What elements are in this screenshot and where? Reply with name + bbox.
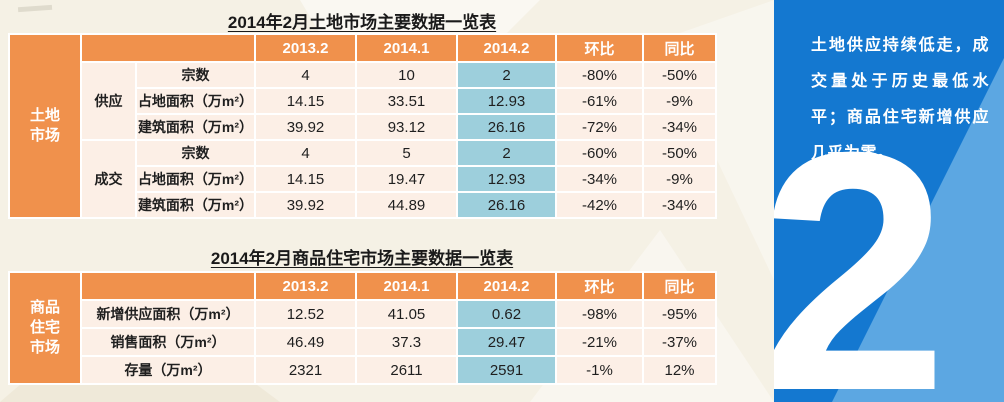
value-cell-highlight: 0.62: [458, 301, 555, 327]
table-row: 成交 宗数 4 5 2 -60% -50%: [10, 141, 715, 217]
table-row: 占地面积（万m²） 14.15 33.51 12.93 -61% -9%: [10, 89, 715, 113]
value-cell: 14.15: [256, 89, 355, 113]
land-table-group-header: 土地 市场: [10, 35, 80, 217]
value-cell: -95%: [644, 301, 715, 327]
col-header-2014-1: 2014.1: [357, 273, 456, 299]
value-cell: -34%: [644, 193, 715, 217]
table-row: 销售面积（万m²） 46.49 37.3 29.47 -21% -37%: [10, 329, 715, 355]
housing-table-group-header: 商品 住宅 市场: [10, 273, 80, 383]
metric-label: 存量（万m²）: [82, 357, 254, 383]
summary-sidebar: 2 土地供应持续低走，成交量处于历史最低水平；商品住宅新增供应几乎为零。: [774, 0, 1004, 402]
table-row: 存量（万m²） 2321 2611 2591 -1% 12%: [10, 357, 715, 383]
value-cell: 4: [256, 63, 355, 87]
value-cell: 93.12: [357, 115, 456, 139]
value-cell: 14.15: [256, 167, 355, 191]
value-cell: 10: [357, 63, 456, 87]
col-header-yoy: 同比: [644, 273, 715, 299]
land-table-corner-cell: [82, 35, 254, 61]
col-header-2014-2: 2014.2: [458, 35, 555, 61]
value-cell: -21%: [557, 329, 642, 355]
col-header-2013-2: 2013.2: [256, 35, 355, 61]
table-row: 占地面积（万m²） 14.15 19.47 12.93 -34% -9%: [10, 167, 715, 191]
value-cell: -80%: [557, 63, 642, 87]
value-cell: 12%: [644, 357, 715, 383]
value-cell: -1%: [557, 357, 642, 383]
value-cell: 5: [357, 141, 456, 165]
value-cell-highlight: 26.16: [458, 193, 555, 217]
value-cell: -60%: [557, 141, 642, 165]
land-market-table: 土地 市场 2013.2 2014.1 2014.2 环比 同比 供应 宗数 4…: [8, 33, 717, 219]
land-table-title: 2014年2月土地市场主要数据一览表: [227, 13, 497, 32]
summary-note: 土地供应持续低走，成交量处于历史最低水平；商品住宅新增供应几乎为零。: [811, 37, 989, 162]
col-header-yoy: 同比: [644, 35, 715, 61]
value-cell: -34%: [557, 167, 642, 191]
table-row: 建筑面积（万m²） 39.92 93.12 26.16 -72% -34%: [10, 115, 715, 139]
housing-market-table: 商品 住宅 市场 2013.2 2014.1 2014.2 环比 同比 新增供应…: [8, 271, 717, 385]
table-row: 建筑面积（万m²） 39.92 44.89 26.16 -42% -34%: [10, 193, 715, 217]
col-header-2013-2: 2013.2: [256, 273, 355, 299]
value-cell: 46.49: [256, 329, 355, 355]
metric-label: 建筑面积（万m²）: [137, 115, 254, 139]
metric-label: 宗数: [137, 141, 254, 165]
value-cell-highlight: 26.16: [458, 115, 555, 139]
metric-label: 建筑面积（万m²）: [137, 193, 254, 217]
col-header-2014-1: 2014.1: [357, 35, 456, 61]
metric-label: 新增供应面积（万m²）: [82, 301, 254, 327]
value-cell: 37.3: [357, 329, 456, 355]
value-cell-highlight: 29.47: [458, 329, 555, 355]
value-cell: -98%: [557, 301, 642, 327]
value-cell: -34%: [644, 115, 715, 139]
value-cell-highlight: 2: [458, 141, 555, 165]
value-cell: 4: [256, 141, 355, 165]
metric-label: 销售面积（万m²）: [82, 329, 254, 355]
value-cell: -42%: [557, 193, 642, 217]
housing-table-title: 2014年2月商品住宅市场主要数据一览表: [210, 249, 514, 268]
report-area: 2014年2月土地市场主要数据一览表 土地 市场 2013.2 2014.1 2…: [8, 13, 717, 385]
section-label-deals: 成交: [82, 141, 135, 217]
value-cell: -61%: [557, 89, 642, 113]
value-cell: 39.92: [256, 115, 355, 139]
table-row: 新增供应面积（万m²） 12.52 41.05 0.62 -98% -95%: [10, 301, 715, 327]
value-cell: 41.05: [357, 301, 456, 327]
value-cell: -9%: [644, 167, 715, 191]
value-cell: -9%: [644, 89, 715, 113]
value-cell: 12.52: [256, 301, 355, 327]
value-cell: 39.92: [256, 193, 355, 217]
value-cell-highlight: 12.93: [458, 89, 555, 113]
metric-label: 宗数: [137, 63, 254, 87]
value-cell: 2611: [357, 357, 456, 383]
col-header-mom: 环比: [557, 35, 642, 61]
value-cell-highlight: 12.93: [458, 167, 555, 191]
sidebar-diagonal-accent: [832, 58, 1004, 402]
section-label-supply: 供应: [82, 63, 135, 139]
value-cell-highlight: 2: [458, 63, 555, 87]
value-cell: -72%: [557, 115, 642, 139]
value-cell: 44.89: [357, 193, 456, 217]
value-cell: -37%: [644, 329, 715, 355]
col-header-2014-2: 2014.2: [458, 273, 555, 299]
value-cell-highlight: 2591: [458, 357, 555, 383]
table-row: 供应 宗数 4 10 2 -80% -50%: [10, 63, 715, 139]
value-cell: -50%: [644, 63, 715, 87]
value-cell: -50%: [644, 141, 715, 165]
value-cell: 2321: [256, 357, 355, 383]
value-cell: 19.47: [357, 167, 456, 191]
metric-label: 占地面积（万m²）: [137, 89, 254, 113]
metric-label: 占地面积（万m²）: [137, 167, 254, 191]
section-number: 2: [774, 82, 949, 402]
value-cell: 33.51: [357, 89, 456, 113]
col-header-mom: 环比: [557, 273, 642, 299]
housing-table-corner-cell: [82, 273, 254, 299]
